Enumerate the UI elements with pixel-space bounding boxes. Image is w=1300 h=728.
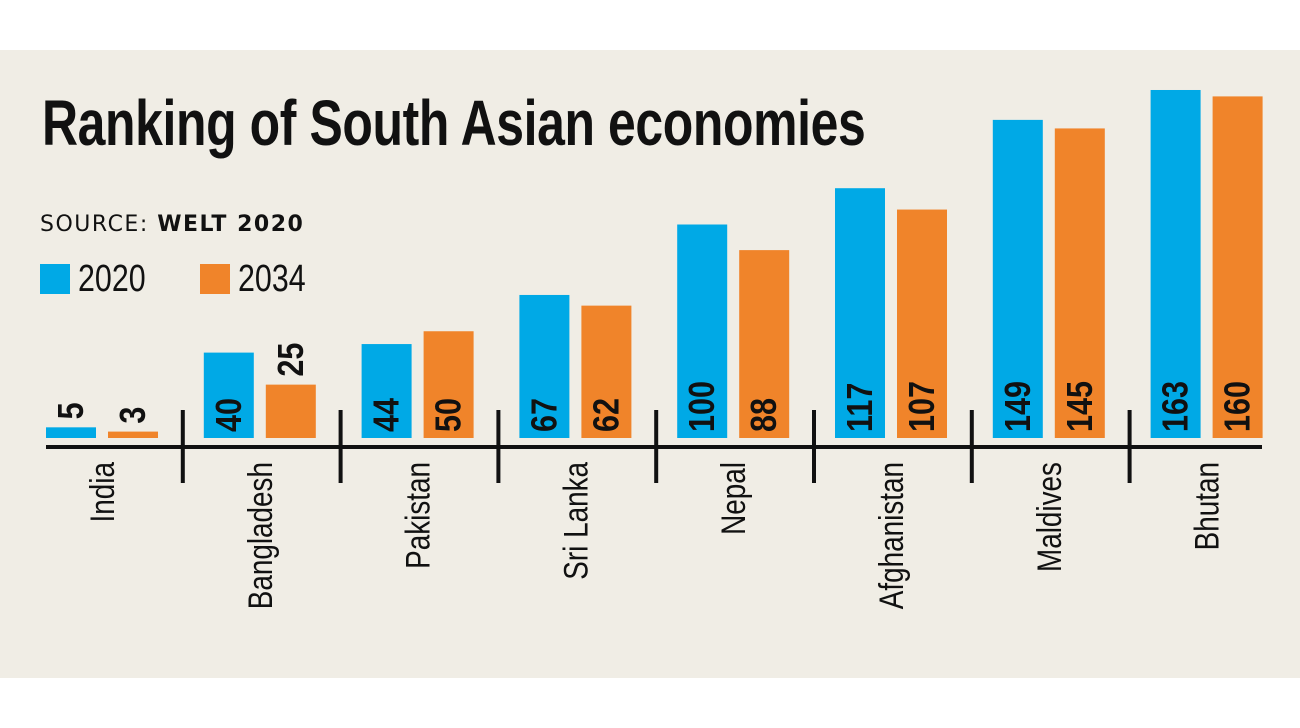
- bar-2020-sri-lanka: [519, 294, 570, 438]
- bar-2034-india: [108, 431, 158, 438]
- category-label: Bangladesh: [241, 462, 279, 609]
- bar-2020-india: [46, 427, 96, 438]
- category-label: Nepal: [715, 462, 753, 535]
- value-label: 145: [1061, 381, 1101, 432]
- category-label: Bhutan: [1188, 462, 1226, 550]
- value-label: 50: [429, 398, 469, 432]
- bar-2020-pakistan: [361, 344, 412, 438]
- value-label: 163: [1156, 381, 1196, 432]
- axis-tick: [1127, 410, 1132, 483]
- value-label: 44: [367, 398, 407, 432]
- legend-label-2034: 2034: [238, 257, 306, 300]
- category-label: Sri Lanka: [557, 461, 595, 579]
- value-label: 3: [114, 407, 154, 424]
- value-label: 62: [587, 398, 627, 432]
- value-label: 107: [903, 381, 943, 432]
- category-label: Afghanistan: [872, 462, 910, 609]
- value-label: 5: [52, 402, 92, 419]
- bar-2034-pakistan: [423, 331, 474, 438]
- bar-2034-bhutan: [1212, 96, 1263, 439]
- value-label: 149: [999, 381, 1039, 432]
- value-label: 67: [525, 398, 565, 432]
- source-line: SOURCE: WELT 2020: [40, 212, 304, 237]
- bar-2034-afghanistan: [897, 209, 947, 438]
- axis-tick: [654, 410, 659, 483]
- category-label: Maldives: [1030, 462, 1068, 572]
- value-label: 25: [272, 343, 312, 377]
- source-label: SOURCE:: [40, 212, 149, 237]
- axis-tick: [338, 410, 343, 483]
- legend-label-2020: 2020: [78, 257, 146, 300]
- legend-swatch-2034: [200, 264, 230, 294]
- value-label: 117: [841, 383, 881, 432]
- category-label: India: [83, 461, 121, 522]
- chart-title: Ranking of South Asian economies: [42, 87, 866, 159]
- value-label: 40: [210, 398, 250, 432]
- value-label: 88: [745, 398, 785, 432]
- category-label: Pakistan: [399, 462, 437, 569]
- legend-item-2020: 2020: [40, 258, 163, 300]
- bar-2034-bangladesh: [265, 384, 316, 438]
- source-value: WELT 2020: [157, 212, 305, 237]
- axis-tick: [969, 410, 974, 483]
- axis-tick: [496, 410, 501, 483]
- legend-swatch-2020: [40, 264, 70, 294]
- bar-2020-bhutan: [1150, 89, 1201, 439]
- value-label: 100: [683, 381, 723, 432]
- bar-2020-afghanistan: [835, 188, 885, 438]
- axis-tick: [812, 410, 816, 483]
- bar-2034-maldives: [1054, 128, 1105, 439]
- bar-2034-sri-lanka: [581, 305, 632, 438]
- bar-2034-nepal: [739, 250, 790, 438]
- x-axis-line: [46, 445, 1262, 449]
- value-label: 160: [1218, 381, 1258, 432]
- bar-2020-nepal: [677, 224, 728, 438]
- legend-item-2034: 2034: [200, 258, 323, 300]
- bar-2020-bangladesh: [203, 352, 254, 438]
- bar-2020-maldives: [992, 119, 1043, 438]
- axis-tick: [180, 410, 185, 483]
